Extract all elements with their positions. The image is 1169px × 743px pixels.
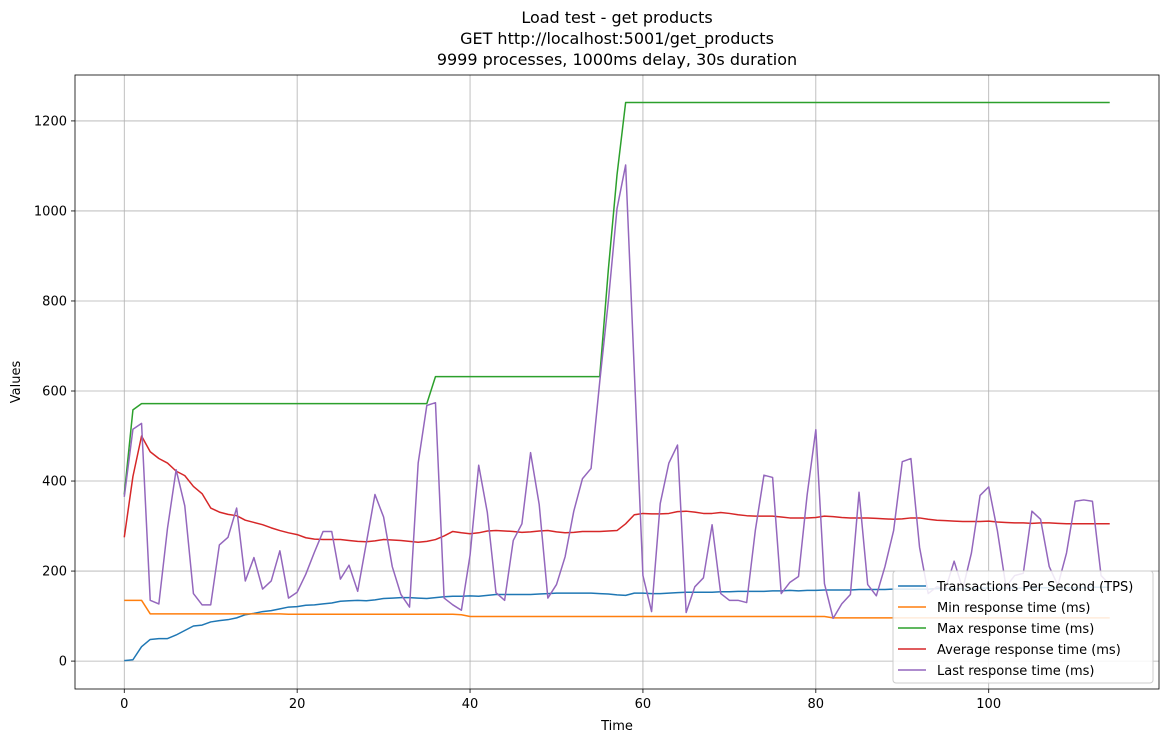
x-axis-label: Time xyxy=(600,719,633,734)
y-tick-label: 400 xyxy=(42,475,67,490)
x-tick-label: 40 xyxy=(462,697,479,712)
series-line-average-response-time xyxy=(123,435,1110,543)
x-tick-label: 100 xyxy=(976,697,1001,712)
y-axis-label: Values xyxy=(9,361,24,404)
y-tick-label: 600 xyxy=(42,385,67,400)
legend-label-min: Min response time (ms) xyxy=(937,601,1090,616)
chart-title-line-1: Load test - get products xyxy=(521,8,712,27)
chart-title-line-2: GET http://localhost:5001/get_products xyxy=(460,29,774,49)
legend-label-average: Average response time (ms) xyxy=(937,643,1121,658)
legend-label-last: Last response time (ms) xyxy=(937,664,1094,679)
plot-area-frame xyxy=(74,74,1160,690)
x-tick-label: 0 xyxy=(120,697,128,712)
y-tick-label: 0 xyxy=(59,655,67,670)
legend: Transactions Per Second (TPS) Min respon… xyxy=(892,570,1154,684)
y-tick-label: 1200 xyxy=(34,114,67,129)
series-line-max-response-time xyxy=(123,101,1110,495)
x-tick-label: 80 xyxy=(808,697,825,712)
series-line-min-response-time xyxy=(124,599,1110,619)
y-tick-label: 800 xyxy=(42,294,67,309)
y-tick-label: 200 xyxy=(42,565,67,580)
legend-label-max: Max response time (ms) xyxy=(937,622,1094,637)
x-tick-label: 20 xyxy=(289,697,306,712)
x-tick-label: 60 xyxy=(635,697,652,712)
y-tick-label: 1000 xyxy=(34,204,67,219)
legend-box xyxy=(892,570,1154,684)
chart-title-line-3: 9999 processes, 1000ms delay, 30s durati… xyxy=(437,50,797,69)
legend-label-tps: Transactions Per Second (TPS) xyxy=(936,580,1133,595)
